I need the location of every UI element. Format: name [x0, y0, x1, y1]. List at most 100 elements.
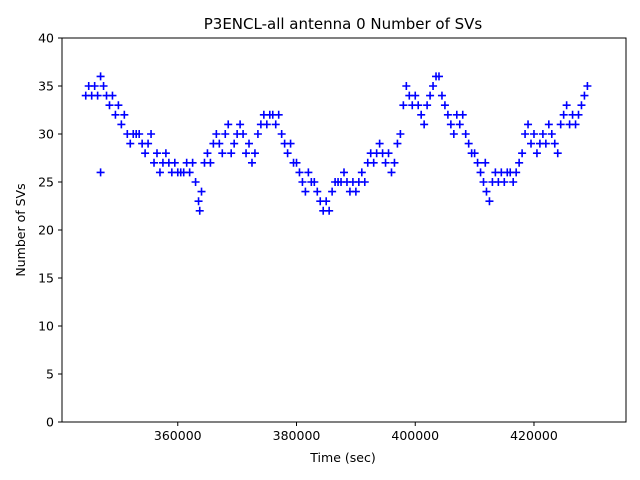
data-point: [274, 110, 283, 119]
data-point: [224, 120, 233, 129]
y-tick-label: 15: [38, 271, 54, 286]
data-point: [470, 149, 479, 158]
data-point: [236, 120, 245, 129]
data-point: [384, 149, 393, 158]
data-point: [108, 91, 117, 100]
data-point: [245, 139, 254, 148]
chart-title: P3ENCL-all antenna 0 Number of SVs: [204, 15, 483, 33]
data-point: [580, 91, 589, 100]
data-point: [215, 139, 224, 148]
data-point: [375, 139, 384, 148]
data-point: [328, 187, 337, 196]
x-tick-label: 420000: [510, 428, 558, 443]
data-point: [521, 130, 530, 138]
x-tick-label: 400000: [391, 428, 439, 443]
data-point: [90, 82, 99, 90]
data-point: [473, 158, 482, 167]
data-point: [188, 158, 197, 167]
data-point: [239, 130, 248, 138]
data-point: [313, 187, 322, 196]
data-point: [111, 110, 120, 119]
data-point: [476, 168, 485, 177]
data-point: [512, 168, 521, 177]
data-point: [562, 101, 571, 110]
data-point: [212, 130, 221, 138]
data-point: [286, 139, 295, 148]
data-point: [250, 149, 259, 158]
data-point: [583, 82, 592, 90]
data-point: [544, 120, 553, 129]
y-tick-label: 35: [38, 79, 54, 94]
data-point: [170, 158, 179, 167]
data-point: [574, 110, 583, 119]
data-point: [479, 178, 488, 186]
data-point: [509, 178, 518, 186]
data-points: [81, 72, 592, 215]
data-point: [449, 130, 458, 138]
data-point: [482, 187, 491, 196]
data-point: [527, 139, 536, 148]
data-point: [242, 149, 251, 158]
data-point: [550, 139, 559, 148]
data-point: [464, 139, 473, 148]
data-point: [191, 178, 200, 186]
data-point: [185, 168, 194, 177]
data-point: [262, 120, 271, 129]
data-point: [429, 82, 438, 90]
data-point: [194, 197, 203, 206]
data-point: [141, 149, 150, 158]
data-point: [230, 139, 239, 148]
y-tick-label: 25: [38, 175, 54, 190]
y-axis: 0 5 10 15 20 25 30 35 40: [38, 31, 62, 430]
data-point: [396, 130, 405, 138]
data-point: [277, 130, 286, 138]
data-point: [340, 168, 348, 177]
data-point: [150, 158, 159, 167]
data-point: [515, 158, 524, 167]
data-point: [304, 168, 313, 177]
data-point: [298, 178, 307, 186]
data-point: [126, 139, 135, 148]
data-point: [96, 72, 105, 81]
data-point: [144, 139, 153, 148]
x-axis: 360000 380000 400000 420000: [154, 422, 558, 443]
data-point: [295, 168, 304, 177]
x-axis-label: Time (sec): [309, 450, 375, 465]
data-point: [147, 130, 156, 138]
data-point: [310, 178, 319, 186]
data-point: [301, 187, 310, 196]
data-point: [577, 101, 586, 110]
data-point: [325, 206, 334, 215]
data-point: [399, 101, 408, 110]
data-point: [437, 91, 446, 100]
y-tick-label: 20: [38, 223, 54, 238]
y-tick-label: 30: [38, 127, 54, 142]
x-tick-label: 380000: [273, 428, 321, 443]
data-point: [455, 120, 464, 129]
y-tick-label: 40: [38, 31, 54, 46]
data-point: [369, 158, 378, 167]
data-point: [152, 149, 161, 158]
plot-frame: [61, 37, 627, 423]
data-point: [351, 187, 360, 196]
data-point: [559, 110, 568, 119]
data-point: [541, 139, 550, 148]
data-point: [461, 130, 470, 138]
data-point: [203, 149, 212, 158]
data-point: [96, 168, 105, 177]
data-point: [443, 110, 452, 119]
data-point: [446, 120, 455, 129]
data-point: [440, 101, 449, 110]
data-point: [155, 168, 164, 177]
data-point: [417, 110, 426, 119]
data-point: [481, 158, 490, 167]
data-point: [393, 139, 402, 148]
data-point: [197, 187, 206, 196]
y-tick-label: 5: [46, 367, 54, 382]
data-point: [218, 149, 227, 158]
data-point: [538, 130, 547, 138]
data-point: [322, 197, 331, 206]
data-point: [390, 158, 399, 167]
data-point: [195, 206, 204, 215]
